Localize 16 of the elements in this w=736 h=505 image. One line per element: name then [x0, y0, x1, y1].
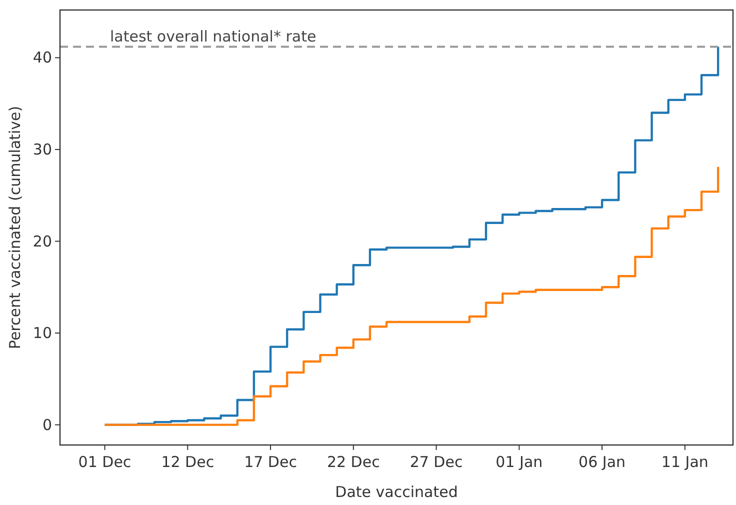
- x-axis-title: Date vaccinated: [335, 483, 458, 501]
- x-tick-label: 01 Dec: [78, 453, 132, 471]
- ref-line-label: latest overall national* rate: [110, 28, 316, 46]
- x-tick-label: 11 Jan: [661, 453, 708, 471]
- x-tick-label: 12 Dec: [161, 453, 214, 471]
- y-axis-title: Percent vaccinated (cumulative): [6, 106, 24, 350]
- x-tick-label: 01 Jan: [496, 453, 543, 471]
- y-tick-label: 10: [32, 324, 52, 342]
- x-tick-label: 06 Jan: [578, 453, 626, 471]
- y-tick-label: 30: [32, 140, 52, 158]
- y-tick-label: 40: [32, 48, 52, 67]
- y-tick-label: 0: [42, 416, 52, 434]
- x-tick-label: 17 Dec: [244, 453, 297, 471]
- y-tick-label: 20: [32, 232, 52, 250]
- x-tick-label: 27 Dec: [410, 453, 463, 471]
- x-tick-label: 22 Dec: [326, 453, 380, 471]
